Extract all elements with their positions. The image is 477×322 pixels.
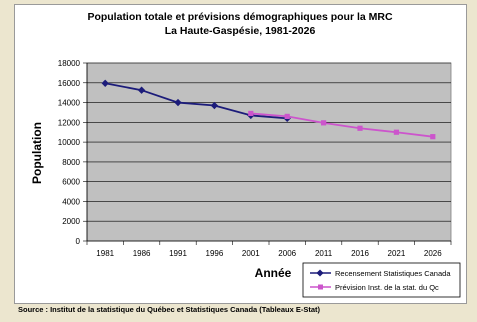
y-tick-label: 10000	[58, 138, 81, 147]
y-tick-label: 4000	[62, 197, 80, 206]
population-line-chart: Population totale et prévisions démograp…	[30, 11, 461, 298]
legend-marker-census	[316, 269, 324, 277]
x-tick-label: 2016	[351, 249, 369, 258]
x-tick-label: 2026	[424, 249, 442, 258]
data-point-forecast	[357, 125, 363, 131]
gridlines	[87, 62, 451, 222]
axes: 0 2000 4000 6000 8000 10000 12000 14000 16000 180…	[58, 59, 452, 258]
y-tick-label: 0	[76, 237, 81, 246]
x-tick-label: 1981	[96, 249, 114, 258]
data-point-census	[137, 86, 146, 94]
legend-label-census: Recensement Statistiques Canada	[335, 269, 451, 278]
series-line-1	[250, 112, 433, 138]
chart-frame: Population totale et prévisions démograp…	[14, 4, 467, 304]
x-tick-label: 2011	[315, 249, 333, 258]
source-note: Source : Institut de la statistique du Q…	[18, 305, 320, 314]
data-point-census	[101, 79, 109, 87]
y-tick-label: 14000	[58, 99, 81, 108]
y-tick-label: 12000	[58, 118, 81, 127]
chart-title-line-1: Population totale et prévisions démograp…	[87, 11, 393, 23]
x-tick-label: 1991	[169, 249, 187, 258]
legend-marker-forecast	[318, 284, 323, 290]
y-tick-label: 16000	[58, 79, 81, 88]
data-point-forecast	[284, 113, 290, 119]
x-tick-label: 1996	[206, 249, 224, 258]
data-point-census	[210, 101, 219, 110]
y-axis-title: Population	[30, 122, 44, 184]
x-axis-title: Année	[255, 266, 292, 280]
x-tick-label: 2006	[278, 249, 296, 258]
series-lines	[101, 79, 436, 140]
x-tick-label: 2001	[242, 249, 260, 258]
y-tick-label: 6000	[62, 178, 80, 187]
y-tick-label: 18000	[58, 59, 81, 68]
data-point-forecast	[393, 129, 399, 135]
legend-box	[302, 262, 461, 298]
x-tick-label: 1986	[133, 249, 151, 258]
data-point-forecast	[430, 134, 436, 140]
legend-label-forecast: Prévision Inst. de la stat. du Qc	[335, 283, 439, 292]
y-tick-label: 2000	[62, 217, 80, 226]
y-tick-label: 8000	[62, 158, 80, 167]
data-point-forecast	[248, 110, 254, 117]
data-point-forecast	[321, 120, 327, 126]
legend: Recensement Statistiques Canada Prévisio…	[302, 262, 461, 298]
x-tick-label: 2021	[388, 249, 406, 258]
data-point-census	[174, 98, 182, 107]
series-line-0	[105, 82, 288, 120]
chart-title-line-2: La Haute-Gaspésie, 1981-2026	[165, 25, 316, 37]
